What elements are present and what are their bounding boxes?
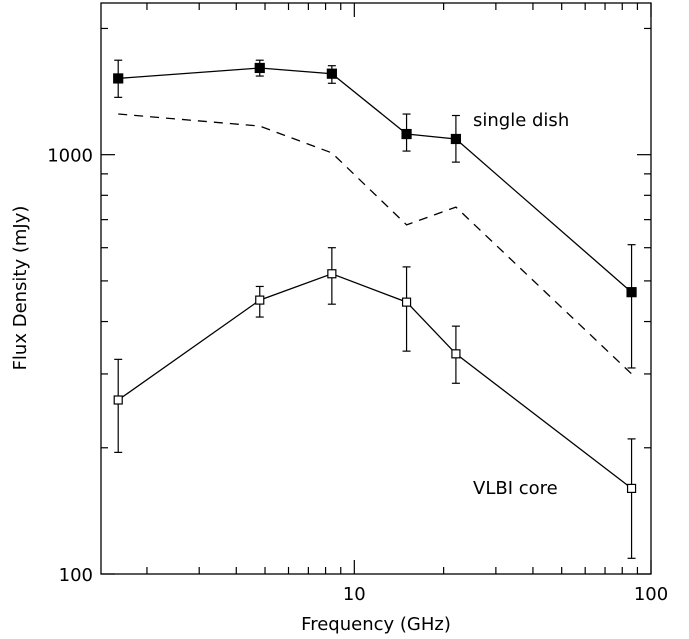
series-line <box>118 67 633 293</box>
x-tick-label: 100 <box>634 584 668 605</box>
series-0 <box>113 59 637 369</box>
data-point <box>255 295 265 305</box>
data-point <box>326 68 337 79</box>
x-tick-label: 10 <box>343 584 366 605</box>
series-layer <box>113 59 637 559</box>
data-point <box>113 73 124 84</box>
data-point <box>451 349 461 359</box>
axis-labels: 10 100 100 1000 <box>47 146 668 605</box>
data-point <box>327 269 337 279</box>
axis-ticks <box>101 3 652 575</box>
data-point <box>113 395 123 405</box>
data-point <box>450 133 462 145</box>
annotation-single-dish: single dish <box>473 110 569 131</box>
x-axis-label: Frequency (GHz) <box>301 614 451 635</box>
plot-frame <box>100 2 652 575</box>
annotation-vlbi-core: VLBI core <box>473 478 558 499</box>
series-2 <box>113 247 637 559</box>
data-point <box>401 128 412 140</box>
data-point <box>626 483 637 494</box>
y-axis-label: Flux Density (mJy) <box>10 206 31 371</box>
data-point <box>626 287 637 298</box>
y-tick-label: 1000 <box>47 146 93 167</box>
y-tick-label: 100 <box>59 565 93 586</box>
series-line <box>118 113 633 375</box>
data-point <box>401 297 412 307</box>
series-1 <box>118 113 633 375</box>
data-point <box>254 62 265 74</box>
series-line <box>117 273 632 489</box>
